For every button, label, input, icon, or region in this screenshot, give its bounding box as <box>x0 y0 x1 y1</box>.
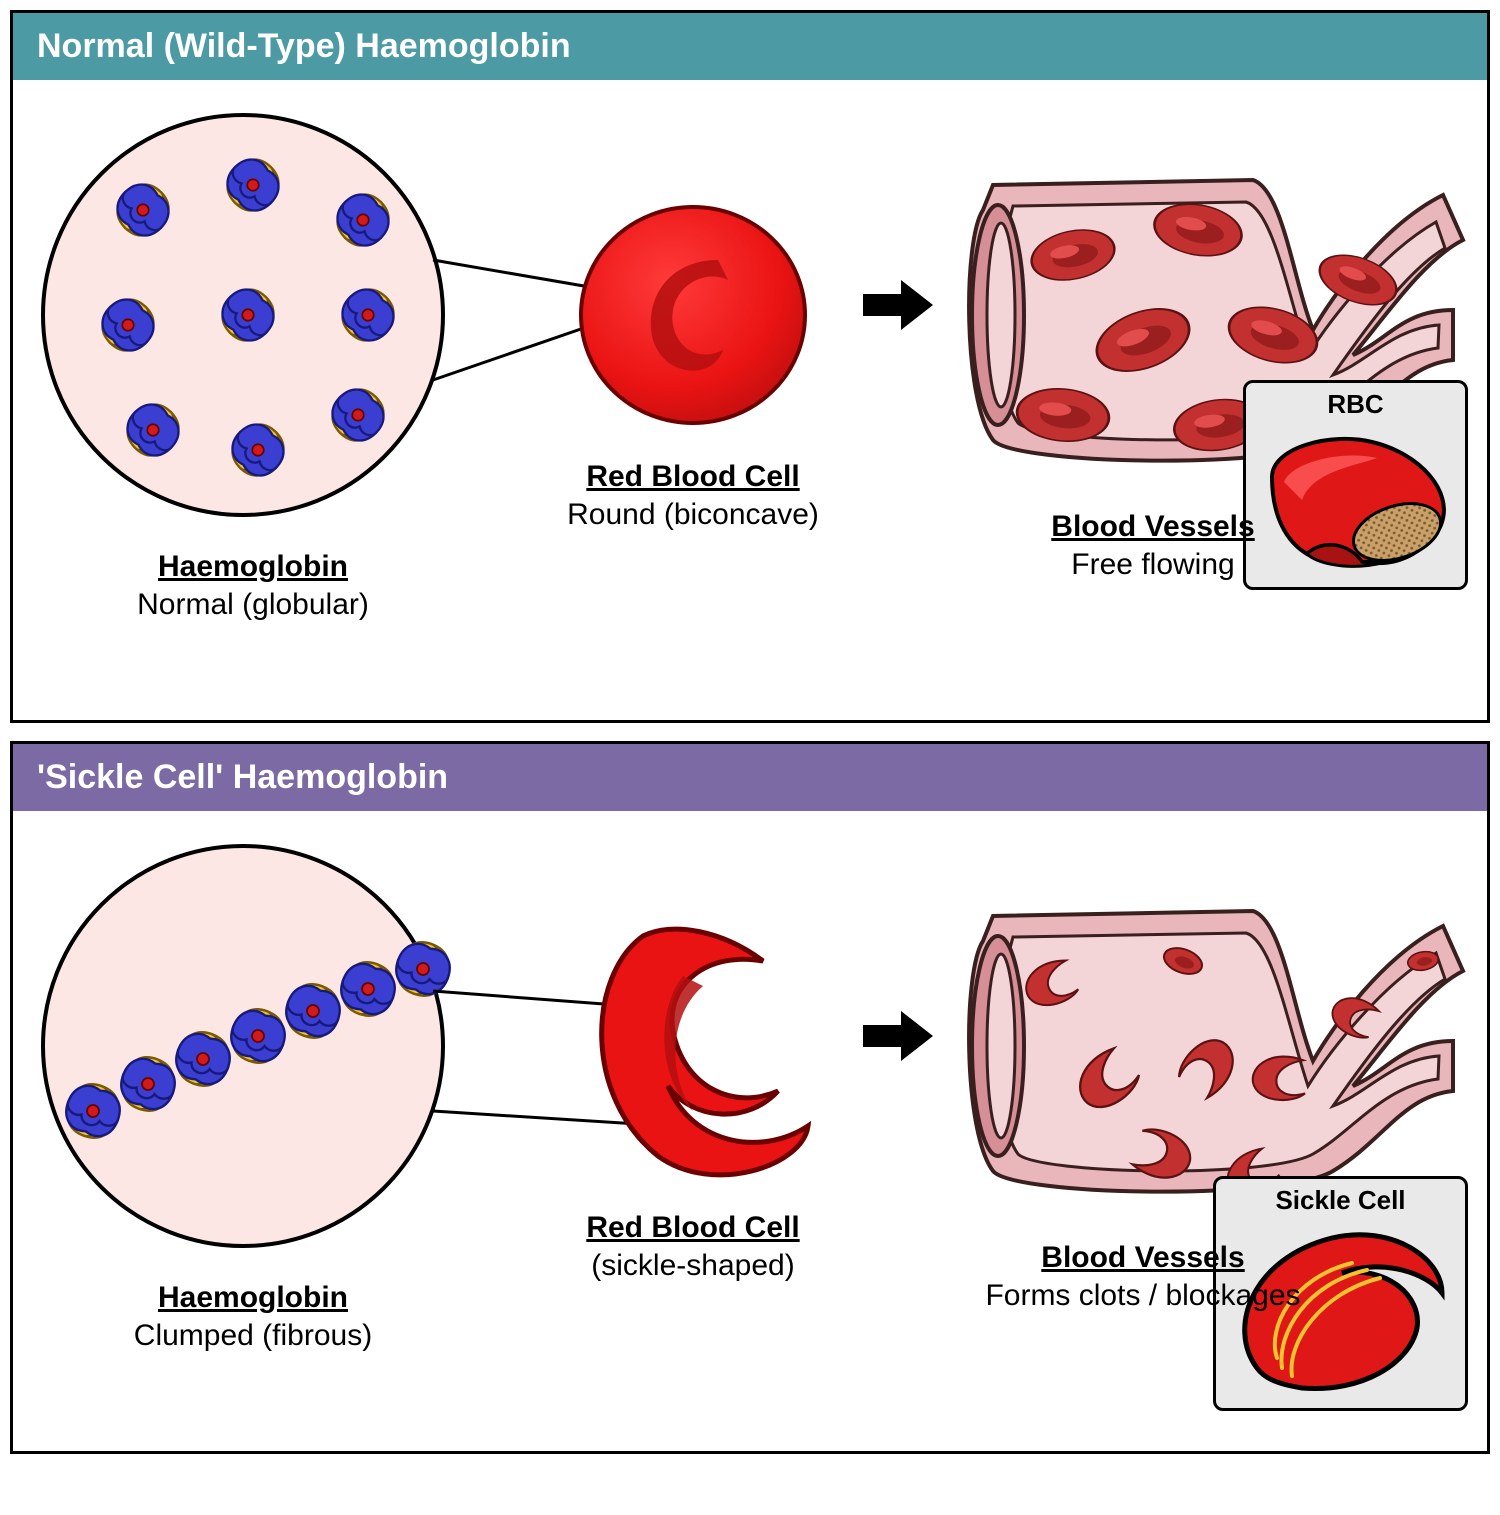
panel-sickle: 'Sickle Cell' Haemoglobin <box>10 741 1490 1454</box>
inset-rbc-title: RBC <box>1252 389 1459 420</box>
panel-sickle-body: Sickle Cell Haemoglobin Clumped (fibrous… <box>13 811 1487 1451</box>
label-rbc-normal: Red Blood Cell Round (biconcave) <box>543 460 843 532</box>
magnifier-normal <box>13 80 483 550</box>
magnifier-sickle <box>13 811 483 1281</box>
arrow-icon <box>863 1011 933 1061</box>
label-haemoglobin-sickle: Haemoglobin Clumped (fibrous) <box>103 1281 403 1353</box>
label-vessel-normal: Blood Vessels Free flowing <box>993 510 1313 582</box>
label-rbc-sub-s: (sickle-shaped) <box>543 1249 843 1283</box>
panel-normal: Normal (Wild-Type) Haemoglobin <box>10 10 1490 723</box>
panel-normal-header: Normal (Wild-Type) Haemoglobin <box>13 13 1487 80</box>
label-rbc-sub: Round (biconcave) <box>543 498 843 532</box>
panel-sickle-header: 'Sickle Cell' Haemoglobin <box>13 744 1487 811</box>
label-hb-title-s: Haemoglobin <box>103 1281 403 1315</box>
label-rbc-sickle: Red Blood Cell (sickle-shaped) <box>543 1211 843 1283</box>
label-rbc-title-s: Red Blood Cell <box>543 1211 843 1245</box>
label-haemoglobin-normal: Haemoglobin Normal (globular) <box>103 550 403 622</box>
label-hb-sub: Normal (globular) <box>103 588 403 622</box>
label-vessel-sickle: Blood Vessels Forms clots / blockages <box>973 1241 1313 1313</box>
label-vessel-title: Blood Vessels <box>993 510 1313 544</box>
inset-sickle-title: Sickle Cell <box>1222 1185 1459 1216</box>
label-vessel-sub: Free flowing <box>993 548 1313 582</box>
label-vessel-title-s: Blood Vessels <box>973 1241 1313 1275</box>
arrow-icon <box>863 280 933 330</box>
label-rbc-title: Red Blood Cell <box>543 460 843 494</box>
label-hb-title: Haemoglobin <box>103 550 403 584</box>
label-vessel-sub-s: Forms clots / blockages <box>973 1279 1313 1313</box>
label-hb-sub-s: Clumped (fibrous) <box>103 1319 403 1353</box>
rbc-normal-icon <box>573 190 813 430</box>
vessel-sickle-icon <box>953 871 1473 1221</box>
panel-normal-body: RBC Haemoglobin Normal (globular) <box>13 80 1487 720</box>
rbc-sickle-icon <box>573 906 833 1186</box>
